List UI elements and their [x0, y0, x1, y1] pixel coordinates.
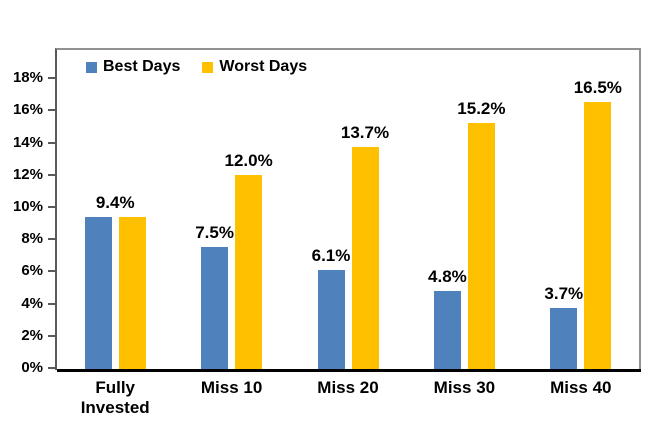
bar-worst-days-miss-40 — [584, 102, 612, 370]
bar-value-label: 4.8% — [428, 266, 467, 286]
y-axis-label: 0% — [21, 359, 43, 376]
y-axis-label: 10% — [12, 198, 43, 215]
x-axis-label: Miss 30 — [406, 378, 522, 398]
legend-item-worst-days: Worst Days — [202, 58, 307, 76]
x-axis-label: Miss 10 — [174, 378, 290, 398]
legend-item-best-days: Best Days — [86, 58, 180, 76]
x-axis-label-text: Fully Invested — [80, 378, 150, 417]
y-axis-label: 2% — [21, 326, 43, 344]
bar-value-label-shared: 9.4% — [95, 192, 135, 212]
bar-best-days-miss-40 — [550, 308, 578, 370]
bar-value-label: 12.0% — [224, 150, 273, 170]
y-axis-label: 14% — [12, 133, 43, 151]
bar-value-label: 6.1% — [311, 245, 351, 265]
bar-best-days-miss-30 — [433, 290, 461, 370]
x-axis-label: Miss 40 — [523, 378, 639, 398]
x-axis-label: Fully Invested — [57, 378, 173, 418]
legend-swatch-best-days-icon — [86, 61, 97, 73]
legend-label-best-days: Best Days — [103, 58, 181, 75]
bar-worst-days-fully-invested — [118, 216, 146, 370]
bar-best-days-fully-invested — [84, 216, 112, 370]
y-axis-tick — [48, 77, 57, 80]
x-axis-label-text: Miss 40 — [550, 378, 612, 397]
y-axis-label: 6% — [21, 262, 43, 280]
bar-value-label: 15.2% — [457, 99, 506, 119]
y-axis-tick — [48, 334, 57, 337]
legend-swatch-worst-days-icon — [202, 61, 214, 73]
bar-worst-days-miss-20 — [351, 147, 379, 370]
bar-worst-days-miss-10 — [235, 174, 263, 370]
x-axis-label-text: Miss 10 — [200, 378, 263, 397]
y-axis-label: 18% — [12, 69, 43, 87]
bar-best-days-miss-10 — [201, 247, 229, 370]
y-axis-label: 12% — [12, 165, 43, 183]
y-axis-label: 4% — [21, 294, 43, 312]
bar-value-label: 7.5% — [195, 223, 234, 243]
y-axis-tick — [48, 367, 57, 369]
x-axis-line — [57, 369, 641, 372]
legend-label-worst-days: Worst Days — [219, 58, 308, 75]
y-axis-tick — [48, 141, 57, 144]
y-axis-tick — [48, 206, 57, 208]
y-axis-tick — [48, 173, 57, 176]
bar-value-label: 3.7% — [544, 284, 584, 304]
y-axis-label: 16% — [12, 101, 43, 119]
bar-value-label: 13.7% — [340, 123, 390, 143]
legend: Best Days Worst Days — [86, 58, 307, 76]
bar-worst-days-miss-30 — [467, 123, 495, 370]
y-axis-tick — [48, 238, 57, 241]
plot-area — [55, 48, 641, 370]
y-axis-label: 8% — [21, 230, 43, 248]
y-axis-tick — [48, 270, 57, 273]
y-axis-tick — [48, 302, 57, 305]
bar-value-label: 16.5% — [573, 78, 622, 98]
bar-best-days-miss-20 — [317, 269, 345, 370]
x-axis-label: Miss 20 — [290, 378, 406, 398]
x-axis-label-text: Miss 30 — [433, 378, 496, 397]
y-axis-tick — [48, 109, 57, 112]
x-axis-label-text: Miss 20 — [317, 378, 379, 397]
